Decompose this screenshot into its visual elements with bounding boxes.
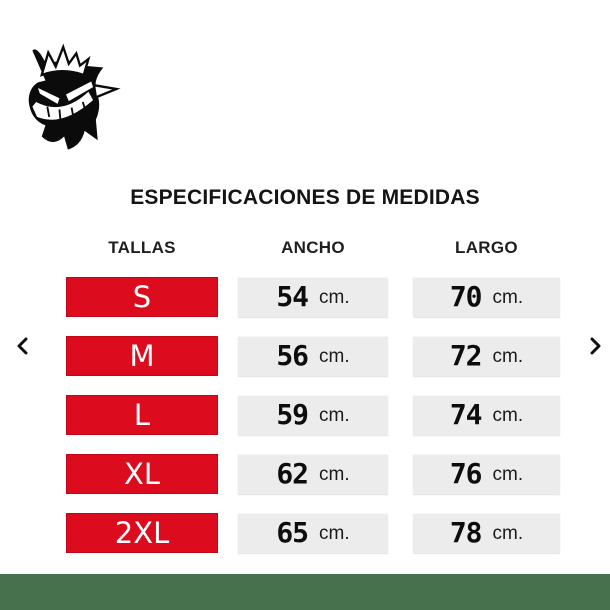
size-badge: M — [66, 336, 218, 376]
header-largo: LARGO — [455, 238, 518, 257]
largo-unit: cm. — [492, 404, 524, 426]
ancho-value-box: 65 cm. — [238, 513, 388, 553]
size-label: 2XL — [114, 515, 170, 550]
header-tallas: TALLAS — [108, 238, 176, 257]
page-title: ESPECIFICACIONES DE MEDIDAS — [130, 186, 480, 209]
table-header-row: TALLAS ANCHO LARGO — [66, 238, 560, 258]
size-row: M 56 cm. 72 cm. — [66, 336, 560, 376]
ancho-value: 65 — [276, 516, 309, 549]
largo-value: 74 — [449, 398, 483, 431]
largo-value: 70 — [449, 280, 483, 313]
carousel-prev-button[interactable] — [14, 336, 30, 356]
largo-value: 72 — [449, 339, 483, 372]
largo-value: 76 — [449, 457, 483, 490]
size-label: L — [133, 397, 151, 432]
ancho-value: 59 — [276, 398, 309, 431]
size-row: XL 62 cm. 76 cm. — [66, 454, 560, 494]
ancho-unit: cm. — [319, 286, 350, 308]
largo-value-box: 72 cm. — [413, 336, 560, 376]
largo-value-box: 78 cm. — [413, 513, 560, 553]
size-label: XL — [123, 456, 161, 491]
largo-value-box: 74 cm. — [413, 395, 560, 435]
ancho-unit: cm. — [319, 404, 350, 426]
size-badge: S — [66, 277, 218, 317]
chevron-right-icon — [590, 337, 601, 355]
size-table: TALLAS ANCHO LARGO S 54 cm. 70 cm. M 56 cm. — [66, 238, 560, 572]
ancho-value: 56 — [276, 339, 309, 372]
size-badge: L — [66, 395, 218, 435]
largo-value: 78 — [449, 516, 483, 549]
largo-unit: cm. — [492, 463, 524, 485]
largo-value-box: 76 cm. — [413, 454, 560, 494]
ancho-value-box: 56 cm. — [238, 336, 388, 376]
ancho-value: 54 — [276, 280, 309, 313]
size-label: S — [132, 279, 152, 314]
largo-unit: cm. — [492, 286, 524, 308]
ancho-unit: cm. — [319, 345, 350, 367]
size-label: M — [129, 338, 155, 373]
size-badge: 2XL — [66, 513, 218, 553]
ancho-unit: cm. — [319, 463, 350, 485]
size-row: S 54 cm. 70 cm. — [66, 277, 560, 317]
size-row: 2XL 65 cm. 78 cm. — [66, 513, 560, 553]
gengar-logo-icon — [28, 43, 121, 150]
largo-value-box: 70 cm. — [413, 277, 560, 317]
largo-unit: cm. — [492, 522, 524, 544]
ancho-value-box: 62 cm. — [238, 454, 388, 494]
size-row: L 59 cm. 74 cm. — [66, 395, 560, 435]
ancho-value-box: 59 cm. — [238, 395, 388, 435]
chevron-left-icon — [17, 337, 28, 355]
ancho-value: 62 — [276, 457, 309, 490]
largo-unit: cm. — [492, 345, 524, 367]
ancho-unit: cm. — [319, 522, 350, 544]
table-body: S 54 cm. 70 cm. M 56 cm. 72 cm. L — [66, 277, 560, 553]
footer-band — [0, 574, 610, 610]
header-ancho: ANCHO — [281, 238, 345, 257]
ancho-value-box: 54 cm. — [238, 277, 388, 317]
carousel-next-button[interactable] — [588, 336, 604, 356]
size-badge: XL — [66, 454, 218, 494]
